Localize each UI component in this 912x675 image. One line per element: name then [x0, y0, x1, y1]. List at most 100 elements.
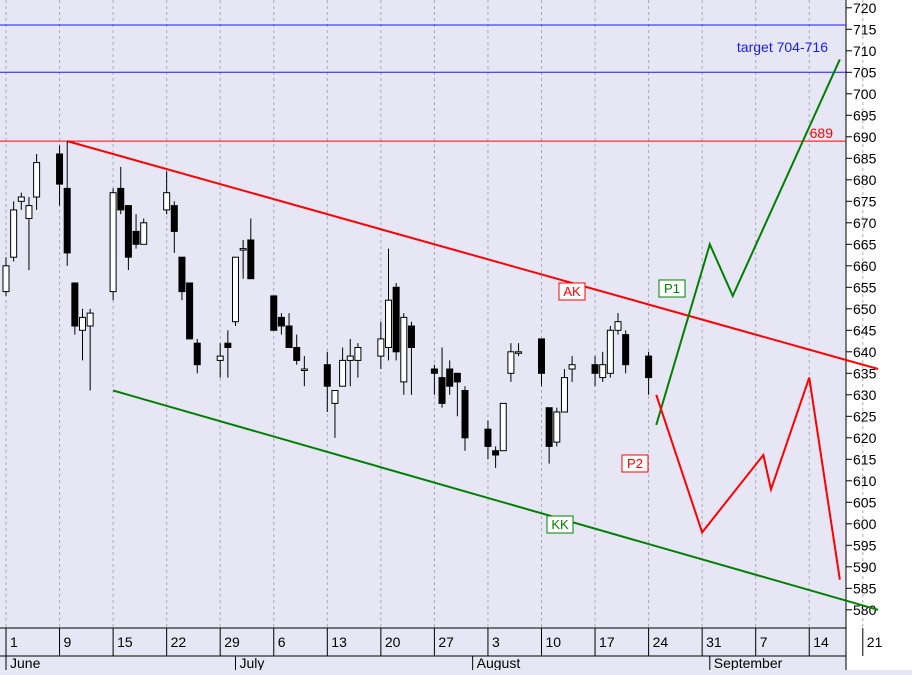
y-tick-label: 615 [853, 451, 877, 467]
candle-up [10, 209, 18, 258]
candle-up [17, 196, 25, 202]
x-tick-label: 17 [599, 634, 615, 650]
y-tick-label: 630 [853, 387, 877, 403]
y-tick-label: 715 [853, 21, 877, 37]
candle-up [79, 316, 86, 331]
candle-up [232, 256, 239, 323]
candle-up [109, 192, 117, 293]
candle-down [438, 377, 446, 404]
candle-down [407, 325, 415, 348]
candle-down [285, 325, 293, 348]
candle-down [461, 390, 469, 439]
candle-up [300, 368, 308, 371]
x-tick-label: 31 [706, 634, 722, 650]
candle-down [247, 239, 255, 280]
x-tick-label: 21 [867, 634, 883, 650]
candle-up [400, 316, 408, 383]
candle-down [446, 368, 454, 387]
candle-down [132, 230, 140, 245]
x-tick-label: 22 [171, 634, 187, 650]
y-tick-label: 655 [853, 279, 877, 295]
candle-up [568, 364, 576, 370]
candle-up [2, 265, 10, 293]
candle-down [63, 187, 71, 254]
candle-down [545, 407, 553, 447]
trend-line-ak [66, 140, 879, 370]
candle-down [622, 334, 630, 366]
candle-up [515, 351, 523, 354]
y-tick-label: 645 [853, 322, 877, 338]
candle-down [277, 316, 285, 327]
ak-label-box [558, 282, 586, 301]
candle-up [507, 351, 515, 374]
y-tick-label: 595 [853, 537, 877, 553]
candle-down [538, 338, 545, 374]
x-tick-label: 10 [546, 634, 562, 650]
projection-p2 [655, 377, 841, 580]
y-tick-label: 620 [853, 430, 877, 446]
x-tick-label: 9 [64, 634, 72, 650]
candle-up [25, 205, 33, 220]
p2-label-box [621, 454, 649, 473]
y-tick-label: 720 [853, 0, 877, 16]
candle-up [606, 329, 614, 374]
x-tick-label: 27 [438, 634, 454, 650]
x-tick-label: 13 [331, 634, 347, 650]
candle-up [339, 359, 347, 387]
candle-up [216, 355, 224, 361]
ak-label: AK [563, 284, 581, 299]
candle-up [86, 312, 94, 327]
y-tick-label: 605 [853, 494, 877, 510]
candle-down [56, 153, 64, 185]
candle-down [492, 450, 500, 456]
candle-up [377, 338, 385, 357]
candle-down [430, 368, 438, 374]
x-tick-label: 29 [224, 634, 240, 650]
candle-up [33, 162, 41, 198]
p1-label: P1 [664, 281, 680, 296]
candle-up [599, 364, 607, 379]
y-tick-label: 680 [853, 172, 877, 188]
y-tick-label: 580 [853, 602, 877, 618]
candle-up [614, 321, 622, 331]
candle-down [484, 428, 492, 447]
y-tick-label: 670 [853, 215, 877, 231]
x-tick-label: 20 [385, 634, 401, 650]
p1-label-box [658, 279, 686, 298]
p2-label: P2 [627, 456, 643, 471]
y-tick-label: 685 [853, 150, 877, 166]
candle-up [385, 299, 392, 349]
y-tick-label: 600 [853, 516, 877, 532]
y-tick-label: 610 [853, 473, 877, 489]
x-tick-label: 3 [492, 634, 500, 650]
candle-down [117, 187, 125, 211]
candle-up [499, 402, 507, 452]
y-tick-label: 675 [853, 193, 877, 209]
y-tick-label: 590 [853, 559, 877, 575]
y-tick-label: 635 [853, 365, 877, 381]
candle-down [293, 347, 301, 361]
y-tick-label: 585 [853, 580, 877, 596]
candle-up [140, 222, 148, 245]
y-tick-label: 625 [853, 408, 877, 424]
x-tick-label: 1 [10, 634, 18, 650]
month-label: August [477, 655, 521, 670]
y-tick-label: 660 [853, 258, 877, 274]
candle-down [224, 342, 232, 349]
candle-down [193, 342, 201, 366]
x-tick-label: 24 [653, 634, 669, 650]
target-annotation: target 704-716 [737, 39, 828, 55]
candle-down [645, 355, 653, 379]
candle-up [354, 347, 362, 361]
candle-up [163, 192, 171, 211]
y-tick-label: 650 [853, 301, 877, 317]
level-689-annotation: 689 [810, 125, 834, 141]
x-tick-label: 7 [760, 634, 768, 650]
candle-down [591, 364, 599, 374]
y-tick-label: 695 [853, 107, 877, 123]
month-label: September [714, 655, 783, 670]
candle-up [560, 377, 568, 413]
